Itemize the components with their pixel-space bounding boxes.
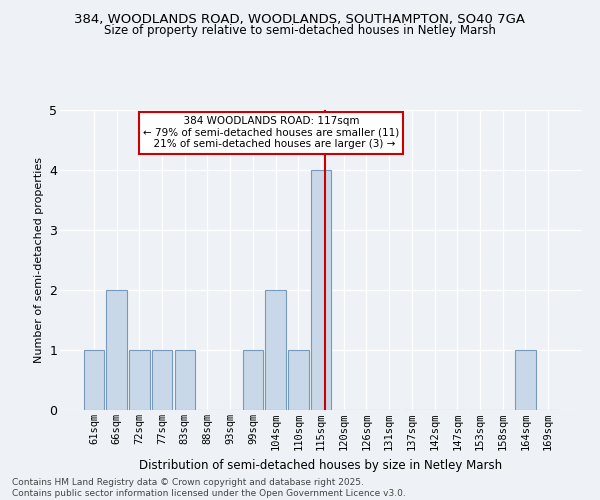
Bar: [106, 290, 127, 410]
Text: Contains HM Land Registry data © Crown copyright and database right 2025.
Contai: Contains HM Land Registry data © Crown c…: [12, 478, 406, 498]
Bar: [265, 290, 286, 410]
Bar: [84, 350, 104, 410]
Bar: [288, 350, 308, 410]
Y-axis label: Number of semi-detached properties: Number of semi-detached properties: [34, 157, 44, 363]
Bar: [311, 170, 331, 410]
Text: 384 WOODLANDS ROAD: 117sqm  
← 79% of semi-detached houses are smaller (11)
  21: 384 WOODLANDS ROAD: 117sqm ← 79% of semi…: [143, 116, 399, 150]
Bar: [175, 350, 195, 410]
Bar: [152, 350, 172, 410]
Bar: [515, 350, 536, 410]
Text: 384, WOODLANDS ROAD, WOODLANDS, SOUTHAMPTON, SO40 7GA: 384, WOODLANDS ROAD, WOODLANDS, SOUTHAMP…: [74, 12, 526, 26]
Bar: [242, 350, 263, 410]
X-axis label: Distribution of semi-detached houses by size in Netley Marsh: Distribution of semi-detached houses by …: [139, 458, 503, 471]
Text: Size of property relative to semi-detached houses in Netley Marsh: Size of property relative to semi-detach…: [104, 24, 496, 37]
Bar: [129, 350, 149, 410]
